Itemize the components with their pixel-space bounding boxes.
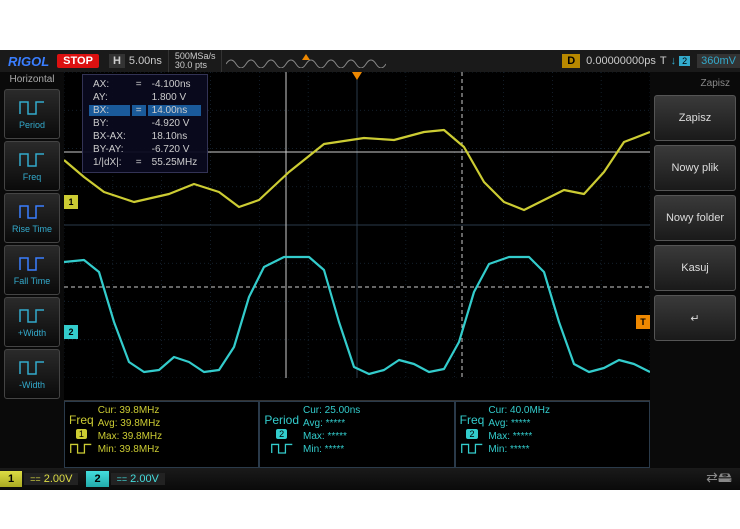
delay-value: 0.00000000ps (586, 55, 656, 67)
channel-2-ground-marker: 2 (64, 325, 78, 339)
menu-item-period[interactable]: Period (4, 89, 60, 139)
menu-item-+width[interactable]: +Width (4, 297, 60, 347)
brand-logo: RIGOL (0, 54, 57, 69)
measurement-bar: Freq 1 Cur: 39.8MHz Avg: 39.8MHz Max: 39… (64, 400, 650, 468)
right-sidebar: Zapisz ZapiszNowy plikNowy folderKasuj↵ (650, 72, 740, 468)
run-stop-badge[interactable]: STOP (57, 54, 99, 68)
measure-panel-freq: Freq 1 Cur: 39.8MHz Avg: 39.8MHz Max: 39… (64, 401, 259, 468)
softkey--[interactable]: ↵ (654, 295, 736, 341)
channel-1-scale: == 2.00V (24, 473, 78, 485)
menu-item-freq[interactable]: Freq (4, 141, 60, 191)
channel-1-ground-marker: 1 (64, 195, 78, 209)
trigger-level: 360mV (697, 54, 740, 68)
top-bar: RIGOL STOP H 5.00ns 500MSa/s 30.0 pts D … (0, 50, 740, 72)
trigger-label: T (656, 55, 671, 67)
channel-2-button[interactable]: 2 (86, 471, 108, 487)
right-sidebar-title: Zapisz (654, 76, 736, 91)
menu-item-rise-time[interactable]: Rise Time (4, 193, 60, 243)
menu-item-fall-time[interactable]: Fall Time (4, 245, 60, 295)
oscilloscope-screen: RIGOL STOP H 5.00ns 500MSa/s 30.0 pts D … (0, 50, 740, 490)
softkey-nowy-folder[interactable]: Nowy folder (654, 195, 736, 241)
measure-panel-freq: Freq 2 Cur: 40.0MHz Avg: ***** Max: ****… (455, 401, 650, 468)
trigger-channel: 2 (679, 56, 690, 66)
trigger-level-marker: T (636, 315, 650, 329)
delay-label: D (562, 54, 580, 68)
usb-icon: ⇄🖴 (698, 467, 740, 491)
minimap (222, 50, 556, 72)
trigger-edge-icon: ↓ (671, 55, 677, 67)
timebase-readout: H 5.00ns (103, 50, 169, 72)
softkey-nowy-plik[interactable]: Nowy plik (654, 145, 736, 191)
left-sidebar: Horizontal PeriodFreqRise TimeFall Time+… (0, 72, 64, 468)
sample-rate-readout: 500MSa/s 30.0 pts (169, 50, 223, 72)
menu-item--width[interactable]: -Width (4, 349, 60, 399)
softkey-zapisz[interactable]: Zapisz (654, 95, 736, 141)
bottom-bar: 1== 2.00V2== 2.00V ⇄🖴 (0, 468, 740, 490)
channel-1-button[interactable]: 1 (0, 471, 22, 487)
measure-panel-period: Period 2 Cur: 25.00ns Avg: ***** Max: **… (259, 401, 454, 468)
softkey-kasuj[interactable]: Kasuj (654, 245, 736, 291)
channel-2-scale: == 2.00V (111, 473, 165, 485)
cursor-readout-box: AX:=-4.100nsAY: 1.800 VBX:=14.00nsBY: -4… (82, 74, 208, 173)
left-sidebar-title: Horizontal (0, 72, 64, 87)
